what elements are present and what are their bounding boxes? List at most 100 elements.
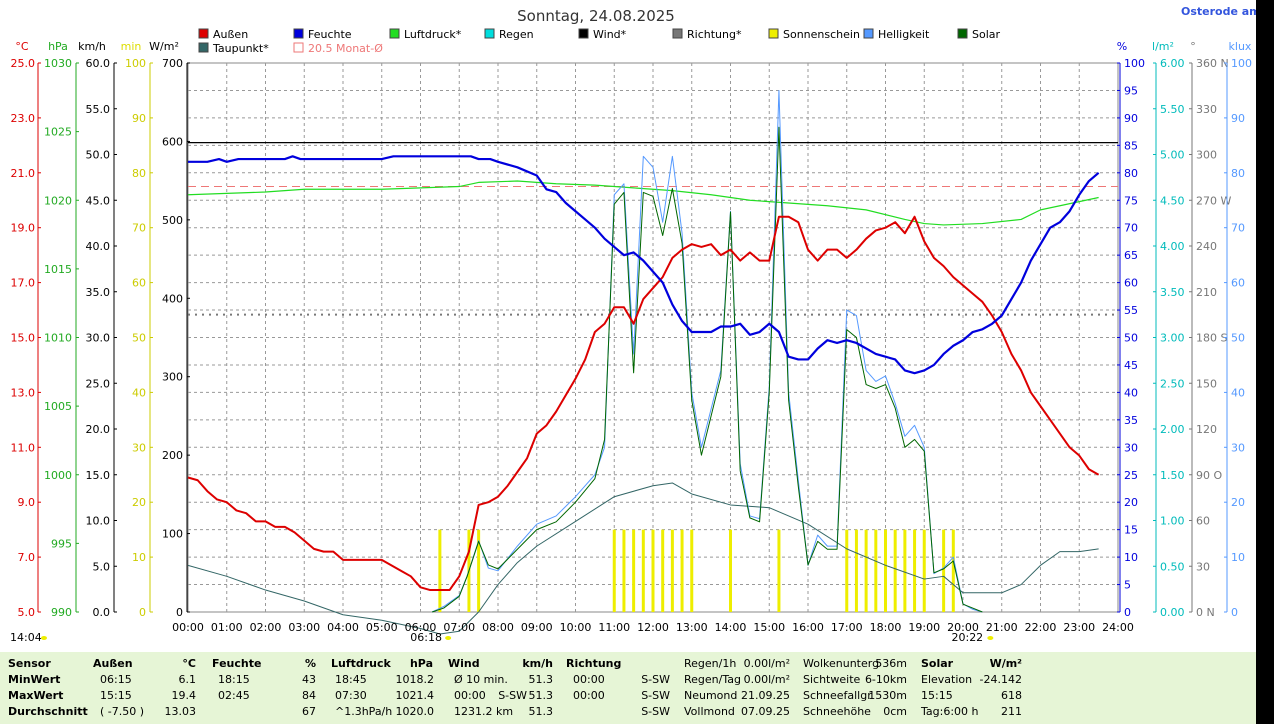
footer-cell: 51.3	[528, 673, 554, 686]
axis-tick-label-time: 18:00	[870, 621, 902, 634]
axis-tick-label-rain: 6.00	[1160, 57, 1185, 70]
legend-swatch	[863, 28, 874, 39]
series-line-feuchte	[188, 155, 1100, 375]
footer-cell: S-SW	[641, 689, 670, 702]
legend-swatch	[293, 28, 304, 39]
axis-tick-label-time: 05:00	[366, 621, 398, 634]
sunshine-bar	[777, 529, 781, 612]
footer-cell: 6.1	[178, 673, 197, 686]
footer-cloud-key: Schneehöhe	[803, 705, 871, 718]
sunshine-bar	[612, 529, 616, 612]
footer-cell: ( -7.50 )	[100, 705, 145, 718]
axis-tick-label-brightness: 80	[1231, 167, 1245, 180]
axis-tick-label-sunshine: 30	[132, 441, 146, 454]
legend-label: Regen	[499, 28, 534, 41]
axis-tick-label-humidity: 15	[1124, 524, 1138, 537]
axis-tick-label-time: 20:00	[947, 621, 979, 634]
axis-tick-label-time: 09:00	[521, 621, 553, 634]
axis-unit-right: °	[1190, 40, 1196, 53]
footer-cloud-value: 536m	[875, 657, 907, 670]
axis-tick-label-direction: 180 S	[1196, 332, 1227, 345]
footer-cell: S-SW	[498, 689, 527, 702]
footer-header: %	[304, 657, 316, 670]
legend-label: Solar	[972, 28, 1001, 41]
axis-tick-label-humidity: 35	[1124, 414, 1138, 427]
footer-header: Wind	[448, 657, 480, 670]
axis-tick-label-temp: 17.0	[11, 277, 36, 290]
axis-tick-label-humidity: 100	[1124, 57, 1145, 70]
axis-tick-label-temp: 5.0	[18, 606, 36, 619]
current-time-marker	[41, 636, 47, 640]
sunshine-bar	[874, 529, 878, 612]
sunshine-bar	[864, 529, 868, 612]
axis-tick-label-direction: 300	[1196, 149, 1217, 162]
axis-tick-label-brightness: 30	[1231, 441, 1245, 454]
axis-tick-label-temp: 25.0	[11, 57, 36, 70]
footer-cloud-key: Sichtweite	[803, 673, 861, 686]
axis-tick-label-time: 06:00	[405, 621, 437, 634]
axis-tick-label-pressure: 1030	[44, 57, 72, 70]
axis-tick-label-rain: 4.00	[1160, 240, 1185, 253]
footer-rain-value: 0.00l/m²	[743, 657, 790, 670]
axis-tick-label-humidity: 90	[1124, 112, 1138, 125]
axis-tick-label-humidity: 95	[1124, 84, 1138, 97]
axis-tick-label-rain: 0.50	[1160, 560, 1185, 573]
legend-label: Außen	[213, 28, 248, 41]
sunshine-bar	[477, 529, 481, 612]
axis-tick-label-solar: 400	[162, 292, 183, 305]
footer-cell: 51.3	[528, 689, 554, 702]
footer-rain-value: 0.00l/m²	[743, 673, 790, 686]
axis-tick-label-direction: 360 N	[1196, 57, 1229, 70]
axis-tick-label-time: 02:00	[250, 621, 282, 634]
series-line-au-en	[187, 215, 1100, 592]
axis-tick-label-humidity: 60	[1124, 277, 1138, 290]
footer-solar-value: -24.142	[979, 673, 1022, 686]
axis-tick-label-brightness: 70	[1231, 222, 1245, 235]
footer-cell: 43	[302, 673, 316, 686]
axis-tick-label-time: 10:00	[560, 621, 592, 634]
axis-tick-label-humidity: 80	[1124, 167, 1138, 180]
sunshine-bar	[913, 529, 917, 612]
footer-cell: 00:00	[573, 689, 605, 702]
axis-tick-label-direction: 30	[1196, 560, 1210, 573]
legend-swatch	[198, 28, 209, 39]
axis-tick-label-wind: 20.0	[86, 423, 111, 436]
axis-tick-label-sunshine: 100	[125, 57, 146, 70]
axis-tick-label-rain: 3.50	[1160, 286, 1185, 299]
sunshine-bar	[845, 529, 849, 612]
sunshine-bar	[641, 529, 645, 612]
axis-tick-label-direction: 210	[1196, 286, 1217, 299]
footer-rain-key: Neumond	[684, 689, 738, 702]
axis-tick-label-temp: 13.0	[11, 386, 36, 399]
sunshine-bar	[632, 529, 636, 612]
footer-solar-value: 618	[1001, 689, 1022, 702]
axis-tick-label-direction: 150	[1196, 377, 1217, 390]
legend-swatch	[389, 28, 400, 39]
sunshine-bar	[903, 529, 907, 612]
footer-cell: 02:45	[218, 689, 250, 702]
footer-row-label: Durchschnitt	[8, 705, 88, 718]
footer-cell: 1231.2 km	[454, 705, 514, 718]
axis-tick-label-rain: 4.50	[1160, 194, 1185, 207]
axis-tick-label-wind: 35.0	[86, 286, 111, 299]
footer-header: Richtung	[566, 657, 622, 670]
chart-title: Sonntag, 24.08.2025	[517, 7, 675, 25]
series-line-luftdruck-	[187, 180, 1099, 226]
legend-label: Taupunkt*	[212, 42, 269, 55]
axis-tick-label-humidity: 10	[1124, 551, 1138, 564]
sunrise-marker	[445, 636, 452, 640]
axis-tick-label-wind: 15.0	[86, 469, 111, 482]
axis-tick-label-temp: 9.0	[18, 496, 36, 509]
footer-cell: 06:15	[100, 673, 132, 686]
footer-solar-unit: W/m²	[989, 657, 1022, 670]
footer-cell: 15:15	[100, 689, 132, 702]
axis-tick-label-direction: 120	[1196, 423, 1217, 436]
axis-tick-label-rain: 3.00	[1160, 332, 1185, 345]
footer-cell: 1018.2	[395, 673, 435, 686]
sunrise-label: 06:18	[410, 631, 442, 644]
axis-tick-label-pressure: 1015	[44, 263, 72, 276]
axis-tick-label-pressure: 1020	[44, 194, 72, 207]
sunset-marker	[987, 636, 994, 640]
axis-tick-label-rain: 1.50	[1160, 469, 1185, 482]
axis-tick-label-humidity: 75	[1124, 194, 1138, 207]
